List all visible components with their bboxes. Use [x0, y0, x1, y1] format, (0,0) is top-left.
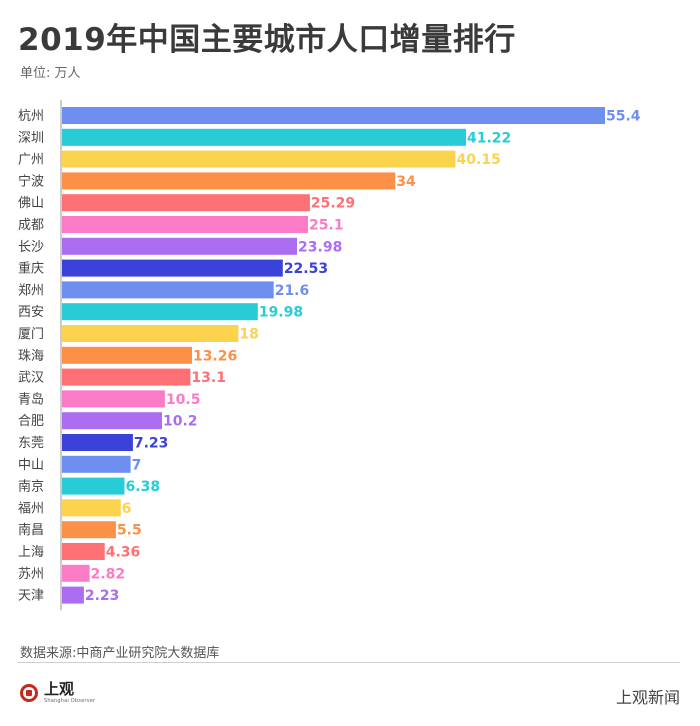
value-label: 34: [396, 174, 416, 190]
category-label: 厦门: [18, 327, 44, 342]
value-label: 18: [239, 327, 258, 343]
bar-chart: 杭州 55.4 深圳 41.22 广州 40.15 宁波 34 佛山 25.29 成都 25.1 长沙 2…: [18, 100, 641, 611]
category-label: 武汉: [18, 371, 44, 386]
bar: [62, 237, 297, 255]
value-label: 13.1: [191, 370, 226, 386]
bar: [62, 586, 84, 604]
category-label: 南京: [18, 479, 44, 495]
shanghai-observer-logo[interactable]: 上观 Shanghai Observer: [20, 682, 95, 704]
category-label: 宁波: [18, 173, 44, 189]
brand-name: 上观新闻: [615, 688, 680, 707]
bar: [62, 368, 191, 386]
category-label: 东莞: [18, 436, 44, 451]
footer-divider: [18, 662, 680, 663]
bar: [62, 390, 165, 408]
value-label: 10.2: [163, 414, 198, 430]
value-label: 25.29: [311, 196, 355, 212]
bar: [62, 346, 192, 364]
category-label: 郑州: [18, 283, 44, 298]
value-label: 21.6: [275, 283, 310, 299]
category-label: 天津: [18, 589, 44, 604]
category-label: 长沙: [18, 240, 44, 255]
value-label: 41.22: [467, 130, 511, 146]
category-label: 成都: [18, 218, 44, 233]
category-label: 福州: [18, 501, 44, 516]
category-label: 深圳: [18, 131, 44, 146]
category-label: 青岛: [18, 391, 44, 407]
value-label: 2.82: [91, 566, 126, 582]
category-label: 中山: [18, 458, 44, 473]
bar: [62, 128, 466, 146]
bar: [62, 564, 90, 582]
bar: [62, 543, 105, 560]
value-label: 4.36: [106, 545, 141, 561]
bar: [62, 499, 121, 517]
bar: [62, 303, 258, 321]
category-label: 杭州: [18, 109, 44, 124]
logo-text: 上观: [44, 680, 75, 698]
bar: [62, 281, 274, 299]
category-label: 佛山: [18, 196, 44, 211]
value-label: 6.38: [126, 479, 161, 495]
value-label: 10.5: [166, 392, 201, 408]
unit-label: 单位: 万人: [20, 66, 81, 81]
value-label: 55.4: [606, 109, 641, 125]
category-label: 珠海: [18, 349, 44, 364]
bar: [62, 150, 456, 168]
value-label: 5.5: [117, 523, 142, 539]
chart-title: 2019年中国主要城市人口增量排行: [18, 22, 516, 58]
value-label: 7: [132, 457, 142, 473]
value-label: 13.26: [193, 348, 237, 364]
category-label: 南昌: [18, 522, 44, 538]
bar: [62, 455, 131, 473]
value-label: 40.15: [457, 152, 501, 168]
category-label: 重庆: [18, 261, 44, 277]
category-label: 广州: [18, 153, 44, 168]
logo-icon: [20, 684, 38, 702]
bar: [62, 412, 162, 430]
bar: [62, 216, 308, 233]
bar: [62, 259, 283, 277]
logo-subtext: Shanghai Observer: [44, 698, 96, 704]
bar: [62, 325, 239, 342]
value-label: 25.1: [309, 218, 344, 234]
bar: [62, 172, 396, 190]
bar: [62, 194, 310, 212]
value-label: 6: [122, 501, 132, 517]
value-label: 2.23: [85, 588, 120, 604]
bar: [62, 107, 605, 124]
category-label: 苏州: [18, 566, 44, 582]
bar: [62, 434, 133, 451]
bar: [62, 477, 125, 495]
data-source: 数据来源:中商产业研究院大数据库: [20, 646, 220, 661]
category-label: 合肥: [18, 414, 44, 429]
value-label: 22.53: [284, 261, 328, 277]
category-label: 西安: [18, 305, 44, 320]
bar: [62, 521, 116, 539]
value-label: 19.98: [259, 305, 303, 321]
value-label: 23.98: [298, 239, 342, 255]
value-label: 7.23: [134, 436, 169, 452]
category-label: 上海: [18, 545, 44, 560]
